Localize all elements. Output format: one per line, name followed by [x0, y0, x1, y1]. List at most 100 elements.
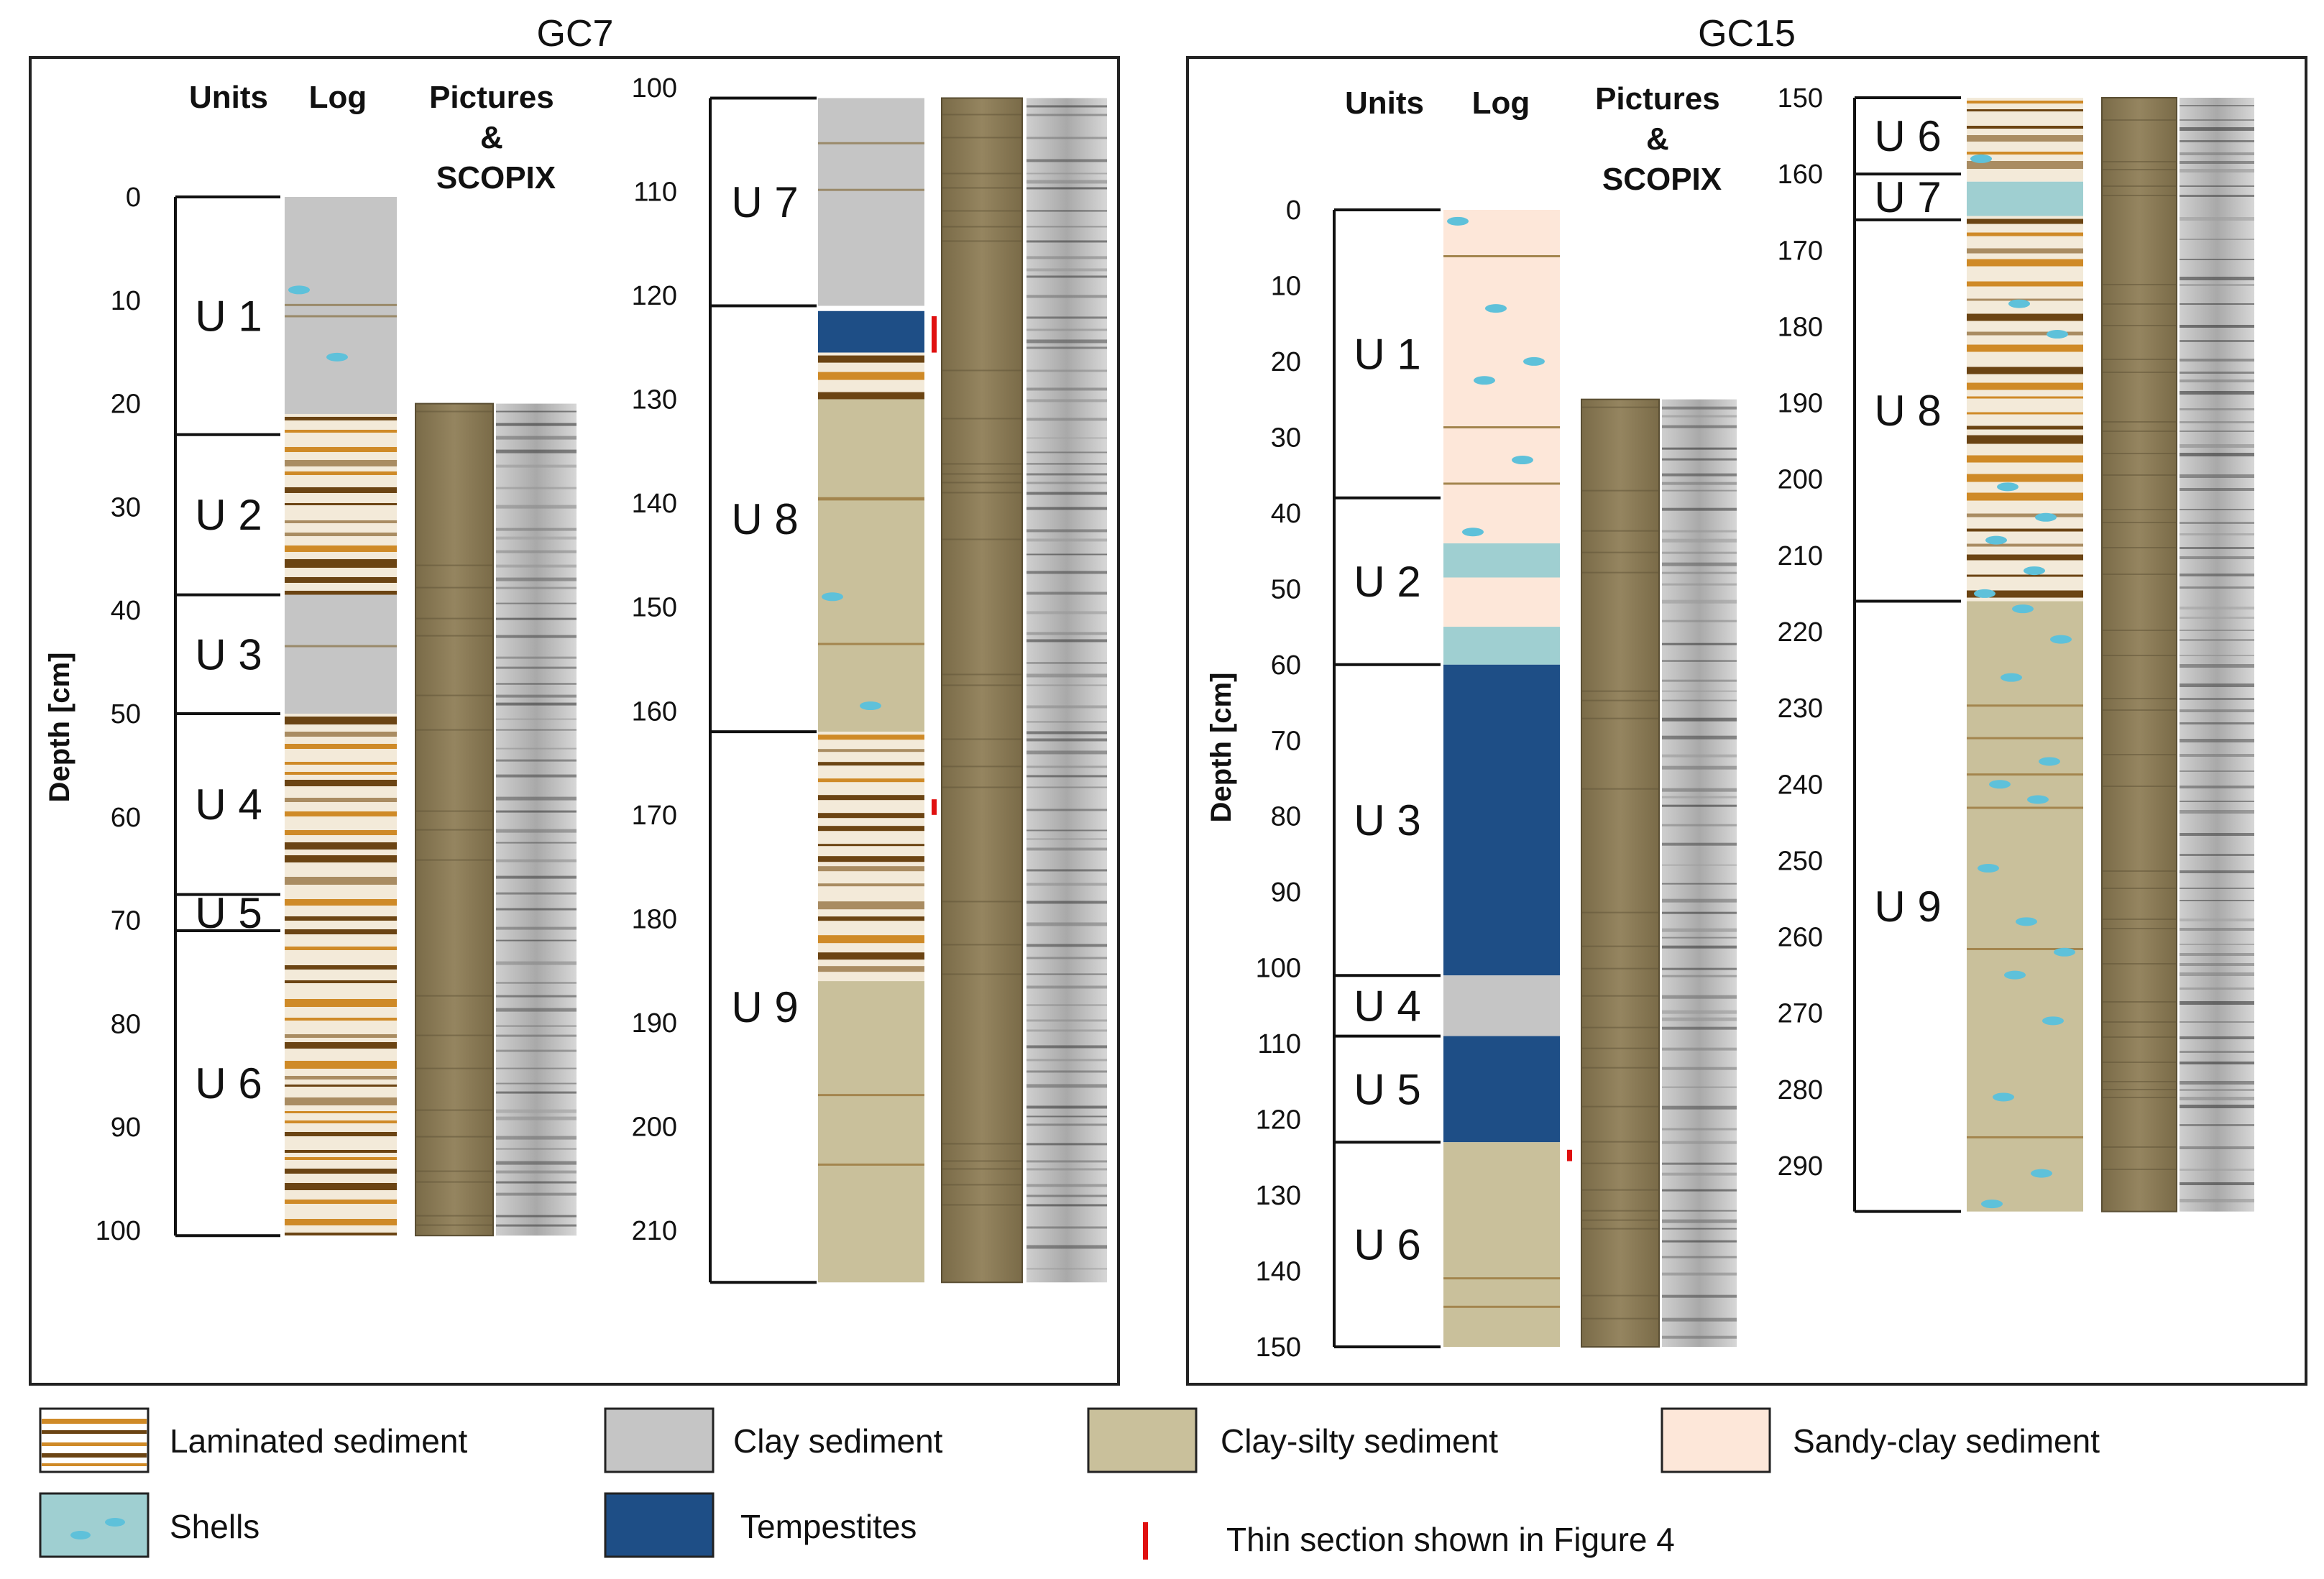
scopix-streak [1662, 507, 1737, 511]
lamination-line [285, 916, 397, 921]
lamination-line [1967, 947, 2083, 950]
photo-streak [942, 738, 1022, 740]
scopix-streak [2180, 1081, 2254, 1085]
lamination-line [818, 916, 924, 921]
photo-streak [415, 1170, 493, 1172]
gc15-frame [1186, 56, 2307, 1386]
lamination-line [285, 1120, 397, 1123]
gc7-lower-tick-label: 190 [632, 1008, 677, 1039]
scopix-streak [1026, 529, 1107, 533]
scopix-streak [1662, 473, 1737, 477]
lamination-line [818, 778, 924, 783]
scopix-streak [496, 536, 577, 540]
scopix-streak [1662, 1317, 1737, 1322]
lamination-line [285, 965, 397, 970]
unit-label: U 9 [731, 983, 798, 1031]
gc15-upper-tick-label: 150 [1256, 1332, 1301, 1363]
gc7-units-header: Units [189, 80, 268, 115]
shell-icon [2012, 604, 2034, 614]
gc7-upper-tick-label: 30 [111, 492, 141, 523]
lamination-line [1443, 426, 1560, 429]
lamination-line [285, 1085, 397, 1087]
scopix-streak [1662, 1017, 1737, 1021]
gc7-lower-tick-label: 120 [632, 281, 677, 311]
gc15-upper-tick-label: 70 [1271, 726, 1301, 756]
shell-icon [1970, 154, 1992, 163]
lamination-line [1967, 425, 2083, 430]
photo-streak [942, 1160, 1022, 1162]
scopix-streak [1662, 1162, 1737, 1165]
lamination-line [1967, 806, 2083, 809]
lamination-line [285, 1157, 397, 1160]
lamination-line [1967, 218, 2083, 224]
scopix-streak [496, 1116, 577, 1120]
photo-streak [942, 786, 1022, 788]
scopix-streak [496, 961, 577, 965]
scopix-streak [1026, 240, 1107, 243]
scopix-streak [1026, 1004, 1107, 1006]
gc15-lower-tick-label: 150 [1778, 83, 1823, 114]
gc15-lower-tick-label: 290 [1778, 1151, 1823, 1182]
legend-thin-section-label: Thin section shown in Figure 4 [1226, 1521, 1675, 1558]
gc7-upper-tick-label: 80 [111, 1009, 141, 1039]
lamination-line [285, 645, 397, 648]
shell-icon [860, 701, 881, 711]
gc15-depth-axis-title: Depth [cm] [1205, 673, 1237, 823]
scopix-streak [496, 1170, 577, 1174]
lamination-line [818, 498, 924, 501]
photo-streak [942, 463, 1022, 465]
scopix-streak [1662, 1010, 1737, 1014]
photo-streak [942, 210, 1022, 212]
scopix-streak [1026, 1268, 1107, 1270]
legend: Laminated sediment Clay sediment Clay-si… [39, 1407, 2100, 1560]
scopix-streak [1026, 180, 1107, 184]
scopix-streak [1026, 901, 1107, 904]
lamination-line [818, 643, 924, 645]
scopix-streak [1026, 1204, 1107, 1207]
photo-streak [2102, 509, 2177, 510]
scopix-streak [1026, 172, 1107, 175]
photo-streak [2102, 574, 2177, 575]
scopix-streak [2180, 944, 2254, 945]
photo-streak [1581, 1105, 1659, 1108]
photo-streak [415, 829, 493, 831]
scopix-streak [2180, 1146, 2254, 1149]
shell-icon [2050, 635, 2072, 644]
scopix-streak [2180, 928, 2254, 931]
scopix-streak [2180, 509, 2254, 510]
scopix-image [496, 403, 577, 1236]
photo-streak [942, 240, 1022, 242]
scopix-streak [2180, 408, 2254, 410]
scopix-streak [2180, 574, 2254, 576]
lamination-line [818, 762, 924, 766]
scopix-streak [1026, 187, 1107, 190]
gc15-units-header: Units [1345, 86, 1424, 121]
scopix-streak [1026, 256, 1107, 259]
scopix-streak [1662, 1256, 1737, 1258]
lamination-line [285, 502, 397, 505]
gc15-upper-tick-label: 30 [1271, 423, 1301, 453]
scopix-streak [1026, 1160, 1107, 1163]
scopix-streak [496, 829, 577, 833]
photo-streak [2102, 325, 2177, 326]
scopix-streak [1662, 679, 1737, 682]
photo-streak [2102, 522, 2177, 523]
scopix-streak [2180, 770, 2254, 772]
lamination-line [285, 303, 397, 306]
scopix-streak [2180, 630, 2254, 631]
lamination-line [285, 842, 397, 850]
scopix-streak [1026, 731, 1107, 735]
log-interval-sandyClay [1443, 577, 1560, 627]
photo-streak [2102, 870, 2177, 872]
lamination-line [1967, 574, 2083, 577]
gc15-lower-tick-label: 180 [1778, 312, 1823, 342]
photo-streak [1581, 967, 1659, 970]
lamination-line [285, 520, 397, 523]
lamination-line [1967, 101, 2083, 103]
shell-icon [1512, 456, 1533, 465]
scopix-streak [1026, 738, 1107, 742]
lamination-line [285, 1150, 397, 1153]
photo-streak [942, 226, 1022, 228]
scopix-streak [2180, 379, 2254, 382]
